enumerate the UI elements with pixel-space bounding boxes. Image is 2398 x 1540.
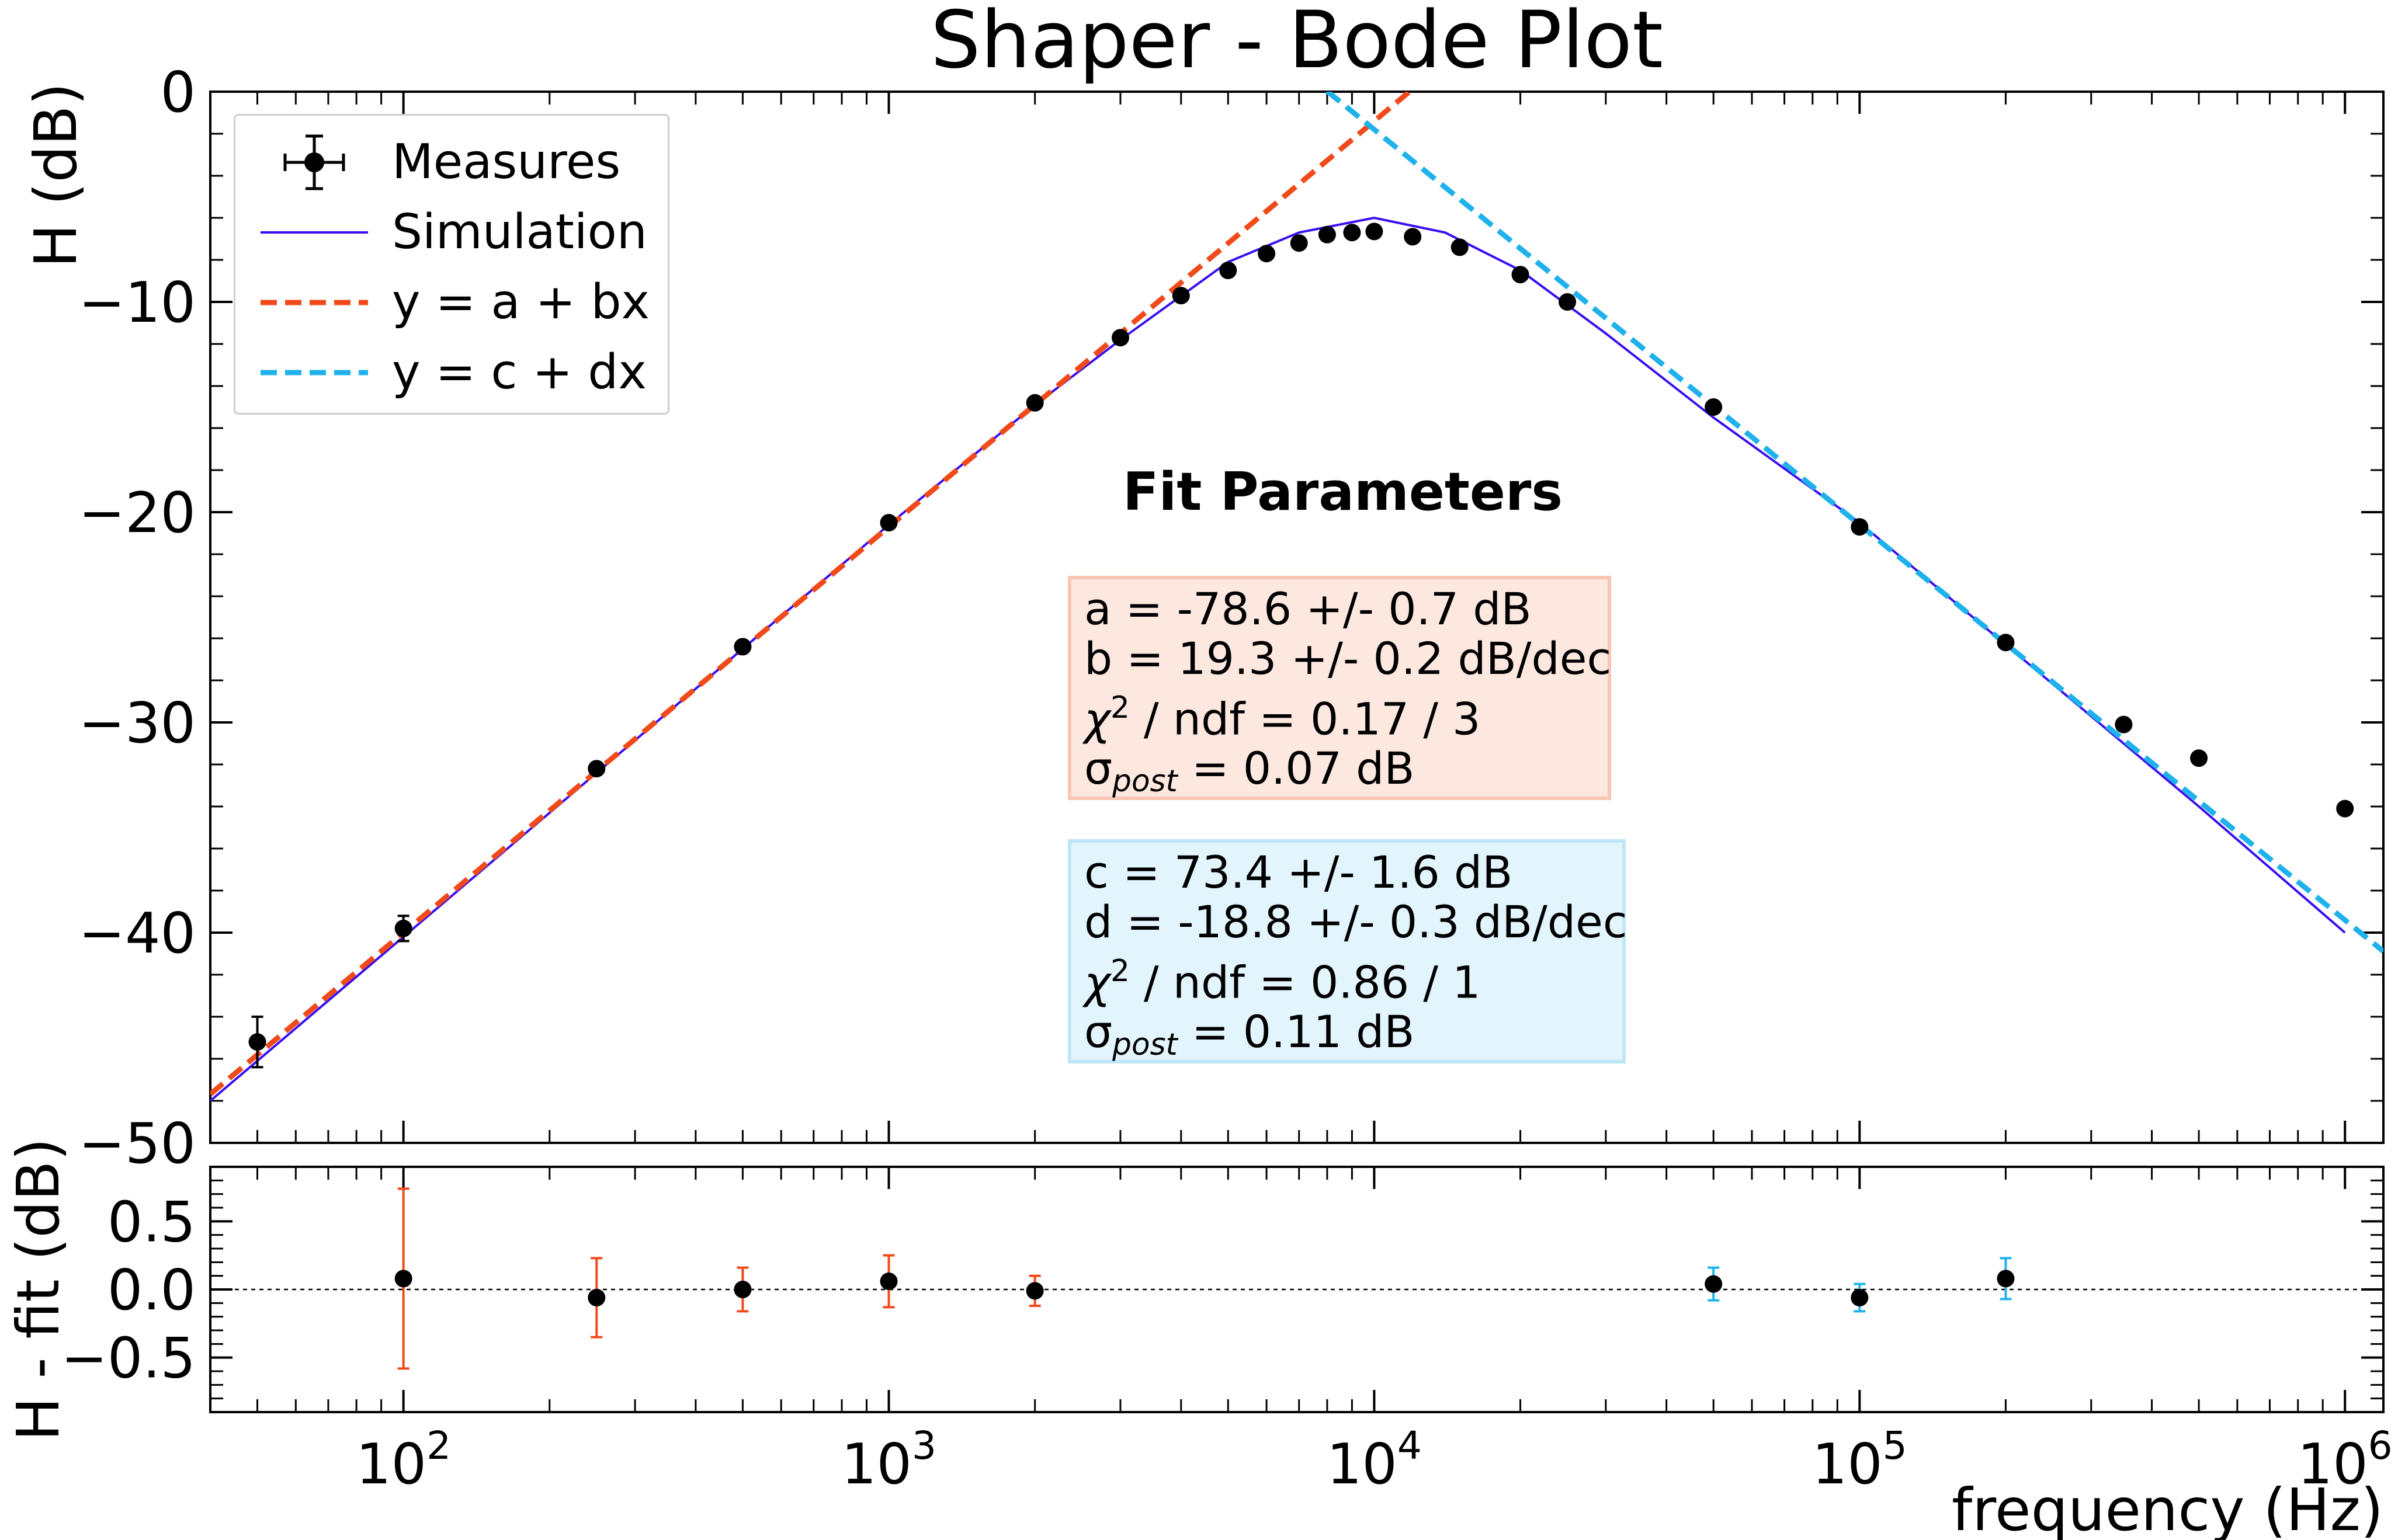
measure-point [1343, 224, 1361, 242]
measure-point [2190, 749, 2208, 767]
legend-item-fit-high: y = c + dx [235, 338, 668, 408]
chi-symbol: χ [1084, 693, 1110, 745]
residual-point [1026, 1282, 1044, 1300]
x-tick-label: 103 [841, 1423, 936, 1497]
legend-item-fit-low: y = a + bx [235, 267, 668, 338]
main-y-tick-label: −10 [79, 271, 196, 335]
residual-y-ticks: 0.50.0−0.5 [61, 1179, 2383, 1400]
legend-label: y = c + dx [392, 345, 647, 400]
measure-point [1026, 394, 1044, 412]
residual-series [394, 1187, 2015, 1370]
residual-plot-frame [209, 1166, 2385, 1413]
residual-point [588, 1289, 606, 1306]
x-axis-label: frequency (Hz) [1952, 1476, 2383, 1540]
main-y-tick-label: 0 [161, 61, 196, 125]
sigma-low: σpost = 0.07 dB [1084, 743, 1595, 806]
measure-point [1404, 228, 1422, 246]
chart-title: Shaper - Bode Plot [931, 0, 1663, 86]
param-b: b = 19.3 +/- 0.2 dB/dec [1084, 632, 1612, 684]
measure-point [880, 514, 898, 531]
residual-point [1851, 1289, 1869, 1306]
residual-point [1997, 1270, 2015, 1288]
residual-x-ticks: 102 103 104 105 106 [209, 1167, 2393, 1497]
measure-point [1290, 234, 1308, 252]
param-a: a = -78.6 +/- 0.7 dB [1084, 583, 1532, 635]
main-y-tick-label: −20 [79, 481, 196, 545]
measure-point [588, 760, 606, 778]
main-series [210, 92, 2383, 1102]
legend-item-simulation: Simulation [235, 197, 668, 267]
measure-point [1450, 238, 1469, 256]
main-panel: 0 −10 −20 −30 −40 −50 H (dB) [22, 61, 2385, 1176]
param-d: d = -18.8 +/- 0.3 dB/dec [1084, 896, 1627, 948]
measure-point [1559, 293, 1577, 311]
sigma-subscript: post [1112, 764, 1178, 799]
legend-label: Simulation [392, 204, 647, 260]
legend: Measures Simulation y = a + bx y = c + d… [234, 114, 669, 415]
chi-exponent: 2 [1110, 954, 1130, 989]
chi2-low: χ2 / ndf = 0.17 / 3 [1084, 683, 1595, 743]
param-c: c = 73.4 +/- 1.6 dB [1084, 846, 1513, 898]
solid-line-icon [261, 231, 368, 234]
res-y-tick-label: 0.0 [107, 1259, 196, 1323]
measure-point [1258, 245, 1276, 263]
chi2-low-text: / ndf = 0.17 / 3 [1129, 693, 1481, 745]
main-plot-frame [209, 91, 2385, 1144]
sigma-high: σpost = 0.11 dB [1084, 1007, 1609, 1070]
measure-point [734, 638, 752, 656]
measure-point [1851, 518, 1869, 536]
measure-point [1172, 287, 1190, 305]
measure-point [1997, 634, 2015, 652]
fit-params-high-box: c = 73.4 +/- 1.6 dB d = -18.8 +/- 0.3 dB… [1068, 839, 1627, 1063]
x-tick-label: 105 [1812, 1423, 1907, 1497]
legend-label: y = a + bx [392, 274, 650, 330]
chi-symbol: χ [1084, 956, 1110, 1009]
chi2-high-text: / ndf = 0.86 / 1 [1129, 956, 1481, 1009]
residual-point [734, 1281, 752, 1298]
residual-ylabel: H - fit (dB) [4, 1138, 72, 1441]
fit-parameters-title: Fit Parameters [1123, 461, 1563, 523]
sigma-high-text: = 0.11 dB [1177, 1006, 1415, 1058]
measure-point [394, 919, 412, 937]
measure-point [1318, 225, 1336, 244]
residual-point [1705, 1275, 1723, 1293]
x-tick-label: 102 [356, 1423, 451, 1497]
dashed-line-orange-icon [261, 300, 368, 305]
errorbar-point-icon [283, 134, 345, 190]
residual-point [394, 1270, 412, 1288]
sigma-low-text: = 0.07 dB [1177, 742, 1415, 795]
main-ylabel: H (dB) [22, 82, 90, 267]
main-y-ticks: 0 −10 −20 −30 −40 −50 [79, 61, 2383, 1176]
measure-point [2336, 799, 2354, 818]
fit-params-low-box: a = -78.6 +/- 0.7 dB b = 19.3 +/- 0.2 dB… [1068, 576, 1611, 800]
main-y-tick-label: −40 [79, 902, 196, 966]
measure-point [1511, 266, 1529, 284]
chi2-high: χ2 / ndf = 0.86 / 1 [1084, 947, 1609, 1007]
sigma-symbol: σ [1084, 1006, 1113, 1058]
legend-label: Measures [392, 134, 621, 190]
x-tick-label: 104 [1327, 1423, 1422, 1497]
main-y-tick-label: −30 [79, 691, 196, 756]
measure-point [1219, 262, 1237, 279]
fit-line-c-dx [1325, 92, 2383, 954]
sigma-symbol: σ [1084, 742, 1113, 795]
sigma-subscript: post [1112, 1027, 1178, 1063]
legend-item-measures: Measures [235, 127, 668, 197]
main-y-tick-label: −50 [79, 1112, 196, 1176]
residual-point [880, 1273, 898, 1290]
measure-point [1365, 223, 1383, 241]
main-x-ticks [209, 92, 2347, 1143]
residual-panel: 102 103 104 105 106 0.50.0−0.5 H - fit (dB) … [4, 1138, 2393, 1540]
res-y-tick-label: −0.5 [61, 1327, 196, 1391]
chi-exponent: 2 [1110, 690, 1130, 725]
x-tick-label: 106 [2298, 1423, 2393, 1497]
res-y-tick-label: 0.5 [107, 1190, 196, 1254]
dashed-line-blue-icon [261, 370, 368, 376]
measure-point [248, 1033, 266, 1051]
measure-point [1705, 398, 1723, 416]
measure-point [1111, 329, 1129, 347]
measure-point [2115, 715, 2133, 734]
